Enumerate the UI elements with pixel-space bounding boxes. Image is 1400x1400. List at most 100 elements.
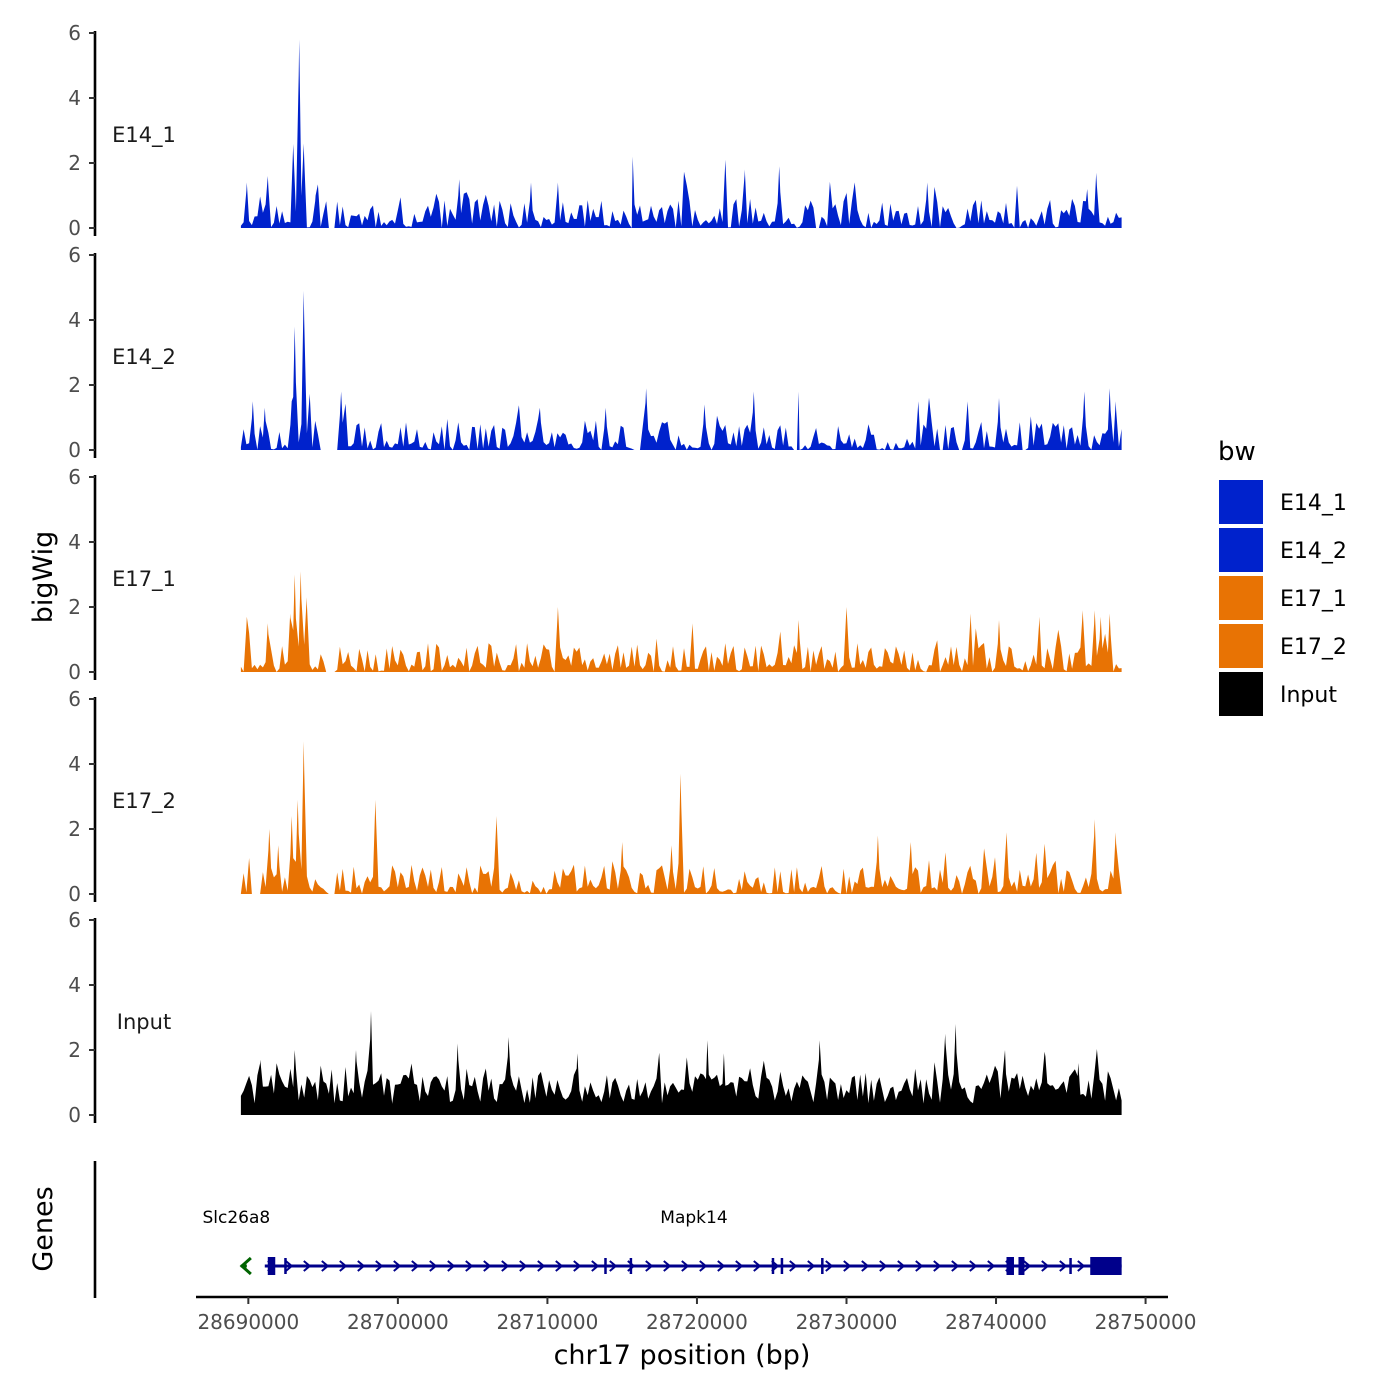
y-tick-label: 4 — [68, 973, 81, 997]
y-tick-label: 0 — [68, 660, 81, 684]
strand-arrow — [501, 1260, 510, 1272]
strand-arrow — [969, 1260, 978, 1272]
y-tick-label: 2 — [68, 817, 81, 841]
exon-mapk14-1 — [284, 1258, 287, 1274]
strand-arrow — [681, 1260, 690, 1272]
legend-swatch-e14_1 — [1219, 480, 1263, 524]
exon-mapk14-4 — [771, 1258, 775, 1274]
strand-arrow — [1077, 1260, 1086, 1272]
track-label-input: Input — [117, 1010, 171, 1034]
strand-arrow — [285, 1260, 294, 1272]
strand-arrow — [933, 1260, 942, 1272]
y-tick-label: 0 — [68, 1103, 81, 1127]
y-tick-label: 6 — [68, 908, 81, 932]
legend-title: bw — [1218, 437, 1256, 467]
x-tick-label: 28720000 — [646, 1310, 748, 1334]
strand-arrow — [1041, 1260, 1050, 1272]
y-tick-label: 6 — [68, 687, 81, 711]
x-tick-label: 28710000 — [497, 1310, 599, 1334]
gene-label-mapk14: Mapk14 — [660, 1208, 727, 1228]
track-area-e17_2 — [240, 741, 1122, 894]
exon-mapk14-8 — [1018, 1257, 1025, 1275]
y-tick-label: 2 — [68, 151, 81, 175]
gene-label-slc26a8: Slc26a8 — [203, 1208, 271, 1228]
legend-swatch-e17_2 — [1219, 624, 1263, 668]
x-axis-title: chr17 position (bp) — [554, 1340, 811, 1371]
strand-arrow — [699, 1260, 708, 1272]
legend-label-e14_2: E14_2 — [1280, 539, 1347, 564]
strand-arrow — [1059, 1260, 1068, 1272]
legend-label-input: Input — [1280, 683, 1337, 708]
track-area-e17_1 — [240, 571, 1122, 672]
strand-arrow — [519, 1260, 528, 1272]
y-tick-label: 2 — [68, 595, 81, 619]
strand-arrow — [537, 1260, 546, 1272]
legend-label-e17_1: E17_1 — [1280, 587, 1347, 612]
strand-arrow — [393, 1260, 402, 1272]
strand-arrow — [807, 1260, 816, 1272]
y-tick-label: 4 — [68, 530, 81, 554]
strand-arrow — [555, 1260, 564, 1272]
legend-swatch-e17_1 — [1219, 576, 1263, 620]
y-tick-label: 0 — [68, 882, 81, 906]
y-axis-title: bigWig — [28, 531, 59, 624]
x-tick-label: 28690000 — [197, 1310, 299, 1334]
strand-arrow — [609, 1260, 618, 1272]
track-label-e14_2: E14_2 — [112, 345, 176, 370]
legend-swatch-input — [1219, 672, 1263, 716]
legend-swatch-e14_2 — [1219, 528, 1263, 572]
strand-arrow — [339, 1260, 348, 1272]
track-label-e17_1: E17_1 — [112, 567, 176, 592]
strand-arrow — [357, 1260, 366, 1272]
strand-arrow — [663, 1260, 672, 1272]
exon-mapk14-7 — [1006, 1257, 1014, 1275]
x-tick-label: 28730000 — [796, 1310, 898, 1334]
track-label-e17_2: E17_2 — [112, 789, 176, 814]
legend-label-e17_2: E17_2 — [1280, 635, 1347, 660]
strand-arrow — [753, 1260, 762, 1272]
strand-arrow — [825, 1260, 834, 1272]
strand-arrow — [645, 1260, 654, 1272]
x-tick-label: 28740000 — [945, 1310, 1047, 1334]
genes-axis-title: Genes — [28, 1186, 59, 1271]
exon-mapk14-10 — [1090, 1257, 1122, 1275]
exon-mapk14-3 — [629, 1258, 633, 1274]
x-tick-label: 28700000 — [347, 1310, 449, 1334]
strand-arrow — [465, 1260, 474, 1272]
x-tick-label: 28750000 — [1095, 1310, 1197, 1334]
strand-arrow — [429, 1260, 438, 1272]
y-tick-label: 4 — [68, 752, 81, 776]
track-area-input — [240, 1011, 1122, 1115]
strand-arrow — [303, 1260, 312, 1272]
strand-arrow — [717, 1260, 726, 1272]
y-tick-label: 4 — [68, 86, 81, 110]
exon-mapk14-9 — [1069, 1258, 1072, 1274]
strand-arrow — [375, 1260, 384, 1272]
strand-arrow — [897, 1260, 906, 1272]
y-tick-label: 6 — [68, 243, 81, 267]
legend-label-e14_1: E14_1 — [1280, 491, 1347, 516]
strand-arrow — [987, 1260, 996, 1272]
strand-arrow — [411, 1260, 420, 1272]
strand-arrow — [843, 1260, 852, 1272]
track-area-e14_1 — [240, 39, 1122, 228]
strand-arrow — [879, 1260, 888, 1272]
track-area-e14_2 — [240, 290, 1122, 450]
strand-arrow — [591, 1260, 600, 1272]
exon-mapk14-2 — [604, 1258, 607, 1274]
strand-arrow — [573, 1260, 582, 1272]
strand-arrow-head — [239, 1256, 252, 1276]
y-tick-label: 6 — [68, 465, 81, 489]
strand-arrow — [915, 1260, 924, 1272]
strand-arrow — [321, 1260, 330, 1272]
y-tick-label: 2 — [68, 373, 81, 397]
y-tick-label: 2 — [68, 1038, 81, 1062]
exon-mapk14-5 — [780, 1258, 784, 1274]
strand-arrow — [861, 1260, 870, 1272]
y-tick-label: 4 — [68, 308, 81, 332]
strand-arrow — [735, 1260, 744, 1272]
y-tick-label: 6 — [68, 21, 81, 45]
strand-arrow — [951, 1260, 960, 1272]
strand-arrow — [789, 1260, 798, 1272]
